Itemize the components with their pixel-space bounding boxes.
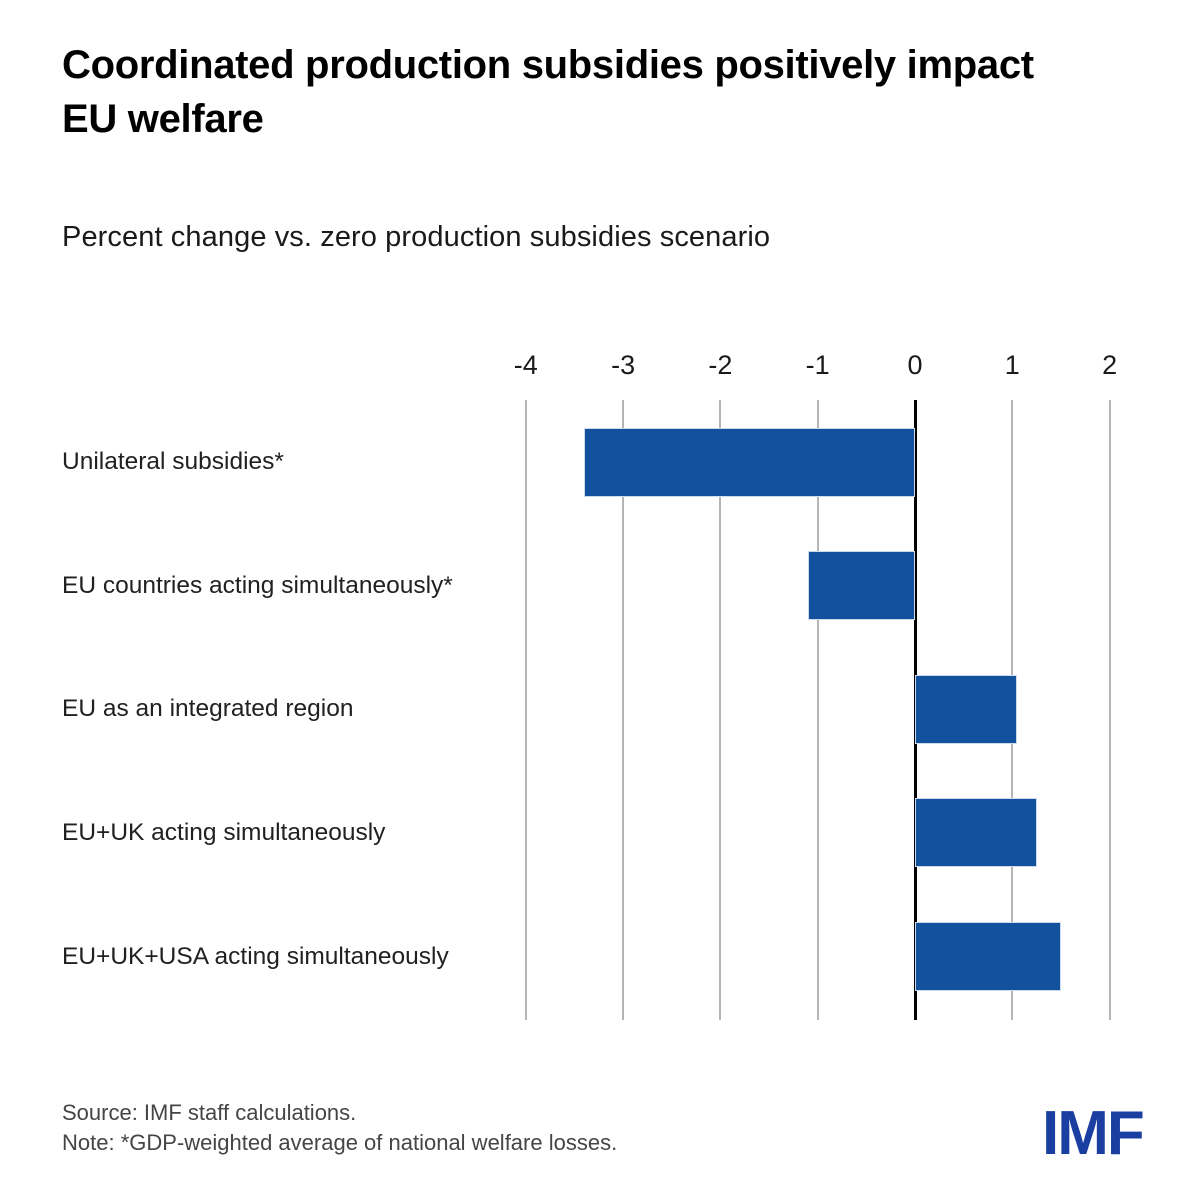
category-label: EU as an integrated region (62, 695, 354, 723)
x-gridline (622, 400, 625, 1020)
bar-3 (915, 674, 1018, 744)
x-tick-label: -2 (708, 350, 733, 380)
bar-4 (915, 798, 1037, 868)
x-tick-label: 2 (1102, 350, 1118, 380)
bar-1 (584, 427, 915, 497)
x-gridline (524, 400, 527, 1020)
category-label: EU+UK+USA acting simultaneously (62, 942, 449, 970)
bar-5 (915, 922, 1061, 992)
note-text: Note: *GDP-weighted average of national … (62, 1130, 618, 1155)
category-label: Unilateral subsidies* (62, 448, 284, 475)
x-tick-label: -1 (805, 350, 830, 380)
chart-footer: Source: IMF staff calculations. Note: *G… (62, 1098, 617, 1158)
imf-logo: IMF (1042, 1099, 1145, 1168)
x-tick-label: 1 (1004, 350, 1020, 380)
category-label: EU countries acting simultaneously* (62, 571, 453, 599)
x-gridline (816, 400, 819, 1020)
chart-subtitle: Percent change vs. zero production subsi… (62, 221, 771, 253)
source-text: Source: IMF staff calculations. (62, 1100, 357, 1125)
x-tick-label: 0 (907, 350, 923, 380)
x-tick-label: -4 (513, 350, 538, 380)
x-gridline (719, 400, 722, 1020)
x-gridline (1108, 400, 1111, 1020)
chart-title: Coordinated production subsidies positiv… (62, 43, 1034, 141)
bar-2 (807, 551, 915, 621)
x-tick-label: -3 (611, 350, 636, 380)
category-label: EU+UK acting simultaneously (62, 818, 386, 846)
